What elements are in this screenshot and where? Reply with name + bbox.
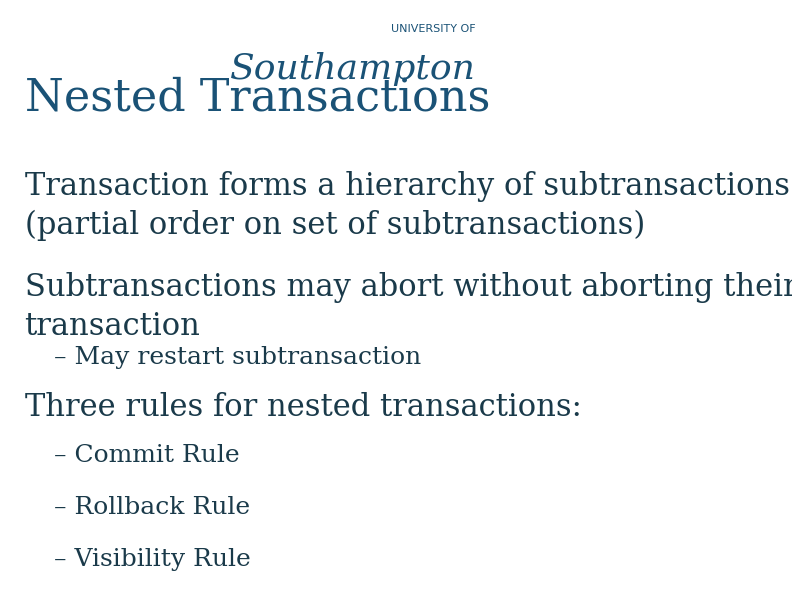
Text: Transaction forms a hierarchy of subtransactions
(partial order on set of subtra: Transaction forms a hierarchy of subtran… [25,171,790,241]
Text: – Rollback Rule: – Rollback Rule [54,496,250,519]
Text: – Commit Rule: – Commit Rule [54,444,239,467]
Text: – Visibility Rule: – Visibility Rule [54,548,251,571]
Text: Subtransactions may abort without aborting their parent
transaction: Subtransactions may abort without aborti… [25,272,792,341]
Text: Southampton: Southampton [230,52,476,86]
Text: Nested Transactions: Nested Transactions [25,76,490,120]
Text: UNIVERSITY OF: UNIVERSITY OF [391,24,476,34]
Text: Three rules for nested transactions:: Three rules for nested transactions: [25,392,581,423]
Text: – May restart subtransaction: – May restart subtransaction [54,346,421,369]
